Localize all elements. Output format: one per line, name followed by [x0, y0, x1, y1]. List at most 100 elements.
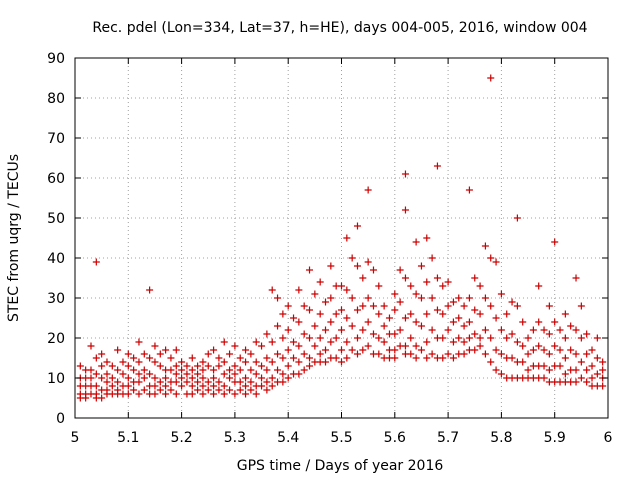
data-point	[332, 310, 340, 318]
x-tick-label: 5.4	[277, 430, 299, 446]
data-point	[561, 334, 569, 342]
data-point	[545, 302, 553, 310]
data-point	[439, 282, 447, 290]
data-point	[444, 350, 452, 358]
data-point	[455, 314, 463, 322]
data-point	[476, 310, 484, 318]
data-point	[508, 330, 516, 338]
data-point	[204, 378, 212, 386]
data-point	[465, 186, 473, 194]
data-point	[359, 274, 367, 282]
data-point	[103, 378, 111, 386]
data-point	[583, 378, 591, 386]
data-point	[391, 346, 399, 354]
data-point	[172, 346, 180, 354]
data-point	[401, 274, 409, 282]
data-point	[465, 294, 473, 302]
data-point	[380, 302, 388, 310]
data-point	[364, 186, 372, 194]
data-point	[162, 346, 170, 354]
data-point	[364, 342, 372, 350]
data-point	[487, 74, 495, 82]
data-point	[108, 362, 116, 370]
data-point	[572, 350, 580, 358]
data-point	[577, 334, 585, 342]
data-point	[274, 322, 282, 330]
data-point	[338, 282, 345, 290]
data-point	[407, 350, 415, 358]
data-point	[545, 330, 553, 338]
data-point	[353, 306, 361, 314]
data-point	[263, 386, 271, 394]
data-point	[295, 358, 303, 366]
data-point	[577, 302, 585, 310]
data-point	[279, 310, 287, 318]
data-point	[428, 350, 436, 358]
data-point	[412, 238, 420, 246]
data-point	[204, 350, 212, 358]
data-point	[322, 358, 330, 366]
data-point	[540, 362, 548, 370]
data-point	[535, 318, 543, 326]
data-point	[295, 286, 303, 294]
y-tick-label: 0	[56, 411, 65, 427]
data-point	[231, 342, 239, 350]
data-point	[348, 294, 356, 302]
data-point	[146, 354, 154, 362]
data-point	[492, 366, 500, 374]
data-point	[311, 290, 319, 298]
data-point	[497, 290, 505, 298]
data-point	[108, 382, 116, 390]
x-tick-label: 5.9	[544, 430, 566, 446]
data-point	[497, 350, 505, 358]
data-point	[476, 334, 484, 342]
data-point	[82, 394, 90, 402]
data-point	[428, 294, 436, 302]
data-point	[588, 346, 596, 354]
data-point	[540, 374, 548, 382]
data-point	[268, 358, 276, 366]
data-point	[156, 350, 164, 358]
data-point	[92, 382, 100, 390]
y-tick-label: 90	[47, 51, 65, 67]
data-point	[178, 366, 186, 374]
data-point	[556, 362, 564, 370]
data-point	[87, 366, 95, 374]
data-point	[306, 306, 314, 314]
data-point	[258, 342, 266, 350]
data-point	[338, 326, 345, 334]
data-point	[199, 374, 207, 382]
data-point	[226, 366, 234, 374]
data-point	[92, 258, 100, 266]
data-point	[183, 370, 191, 378]
data-point	[290, 314, 298, 322]
data-point	[508, 354, 516, 362]
y-tick-label: 80	[47, 91, 65, 107]
data-point	[124, 362, 132, 370]
data-point	[332, 334, 340, 342]
data-point	[210, 382, 218, 390]
data-point	[167, 366, 175, 374]
data-point	[519, 342, 527, 350]
data-point	[460, 350, 468, 358]
data-point	[162, 382, 170, 390]
y-tick-label: 30	[47, 291, 65, 307]
data-point	[247, 366, 255, 374]
data-point	[401, 342, 409, 350]
data-point	[481, 326, 489, 334]
data-point	[247, 350, 255, 358]
data-point	[300, 366, 308, 374]
data-point	[135, 338, 143, 346]
data-point	[316, 310, 324, 318]
data-point	[151, 390, 159, 398]
data-point	[140, 374, 148, 382]
data-point	[412, 354, 420, 362]
data-point	[348, 346, 356, 354]
data-point	[551, 238, 559, 246]
data-point	[577, 358, 585, 366]
data-point	[561, 310, 569, 318]
data-point	[375, 310, 383, 318]
data-point	[396, 326, 404, 334]
data-point	[428, 326, 436, 334]
data-point	[236, 386, 244, 394]
